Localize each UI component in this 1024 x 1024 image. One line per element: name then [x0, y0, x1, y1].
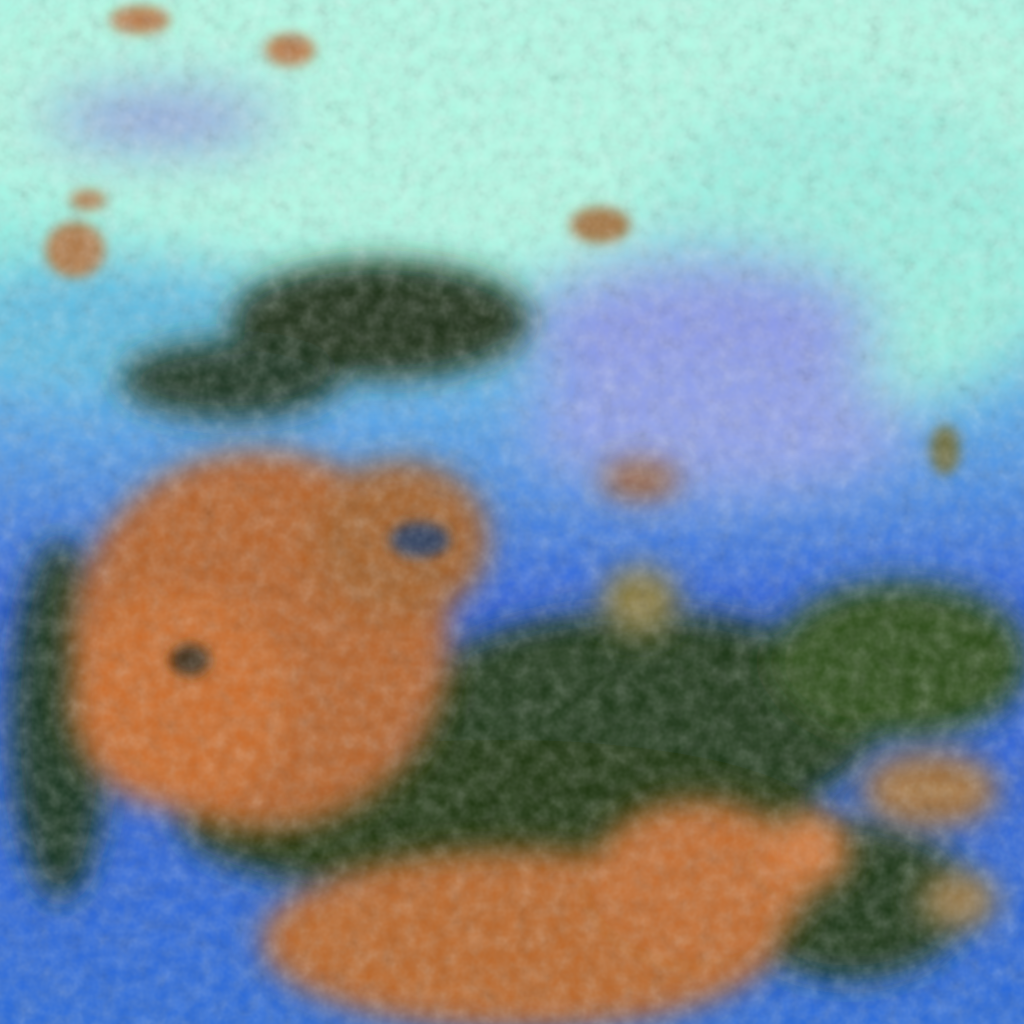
texture-overlay — [0, 0, 1024, 1024]
satellite-image-canvas — [0, 0, 1024, 1024]
satellite-false-color-image — [0, 0, 1024, 1024]
